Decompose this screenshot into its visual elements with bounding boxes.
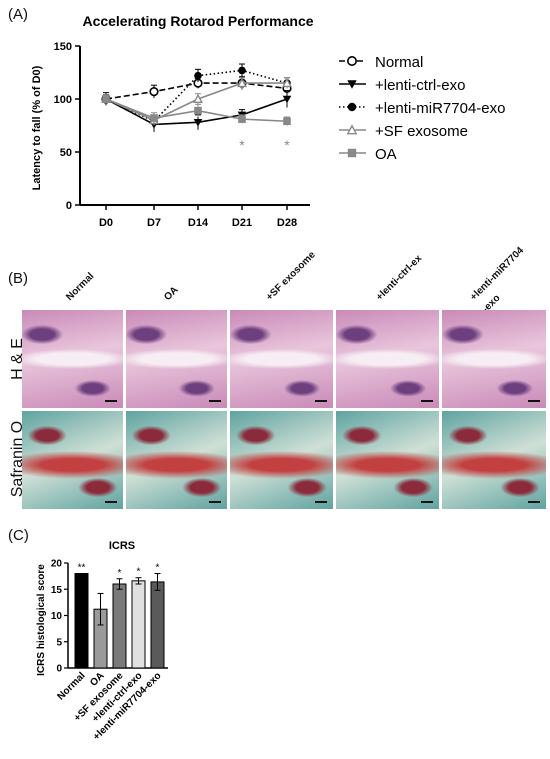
bar-5 — [150, 581, 165, 669]
legend-marker — [347, 80, 357, 89]
significance-mark: ** — [78, 563, 86, 574]
chart-a-x-tick-label: D21 — [232, 217, 252, 229]
col-label-sf-exosome: +SF exosome — [264, 249, 318, 303]
chart-c-y-tick-label: 0 — [56, 664, 62, 675]
data-point — [193, 93, 203, 104]
chart-a-y-tick-label: 150 — [54, 41, 72, 53]
legend-label: +SF exosome — [375, 123, 468, 140]
col-label-normal: Normal — [64, 270, 97, 303]
data-point — [238, 115, 246, 123]
rotarod-line-chart: Accelerating Rotarod Performance Latency… — [31, 13, 505, 229]
chart-c-y-tick-label: 20 — [51, 559, 63, 570]
significance-mark: * — [137, 567, 141, 578]
chart-a-x-tick-label: D28 — [277, 217, 297, 229]
safranin-stain-image-4 — [336, 411, 439, 509]
panel-b-label: (B) — [8, 270, 28, 287]
chart-a-title: Accelerating Rotarod Performance — [82, 13, 313, 29]
scale-bar — [421, 501, 433, 503]
significance-mark: * — [118, 568, 122, 579]
panel-a-label: (A) — [8, 6, 28, 23]
data-point — [282, 77, 292, 88]
significance-asterisk: * — [239, 137, 245, 153]
data-point — [149, 86, 159, 97]
he-stain-image-4 — [336, 310, 439, 408]
chart-c-axes: 0 5 10 15 20 — [51, 559, 168, 675]
scale-bar — [105, 501, 117, 503]
chart-c-y-tick-label: 5 — [56, 637, 62, 648]
chart-a-series: * * — [101, 63, 292, 153]
legend-entry: OA — [339, 146, 397, 163]
data-point — [194, 106, 202, 115]
legend-label: Normal — [375, 54, 423, 71]
chart-c-y-tick-label: 10 — [51, 611, 63, 622]
chart-c-x-tick-label: Normal — [55, 670, 87, 702]
scale-bar — [315, 501, 327, 503]
chart-a-x-tick-label: D14 — [188, 217, 209, 229]
legend-entry: +lenti-ctrl-exo — [339, 77, 465, 94]
chart-a-axes: 0 50 100 150 D0 D7 D14 D21 D28 — [54, 41, 310, 229]
chart-a-y-tick-label: 100 — [54, 94, 72, 106]
he-stain-image-1 — [22, 310, 123, 408]
chart-a-x-tick-label: D0 — [99, 217, 113, 229]
chart-c-y-tick-label: 15 — [51, 585, 63, 596]
scale-bar — [421, 400, 433, 402]
chart-a-y-tick-label: 0 — [66, 200, 72, 212]
legend-entry: +lenti-miR7704-exo — [339, 100, 505, 117]
legend-label: OA — [375, 146, 397, 163]
scale-bar — [528, 501, 540, 503]
col-label-lenti-ctrl: +lenti-ctrl-ex — [374, 252, 425, 303]
data-point — [102, 95, 110, 103]
bar-1 — [74, 573, 89, 669]
bar-4 — [131, 580, 146, 669]
panel-c-label: (C) — [8, 527, 29, 544]
scale-bar — [209, 400, 221, 402]
he-stain-image-3 — [230, 310, 333, 408]
safranin-stain-image-2 — [126, 411, 227, 509]
data-point — [150, 114, 158, 122]
safranin-stain-image-3 — [230, 411, 333, 509]
significance-mark: * — [156, 563, 160, 574]
series-2 — [102, 63, 291, 127]
chart-c-bars: **Normal OA*+SF exosome*+lenti-ctrl-exo*+… — [55, 563, 165, 743]
legend-label: +lenti-ctrl-exo — [375, 77, 465, 94]
chart-a-y-tick-label: 50 — [60, 147, 72, 159]
histology-panel: Normal OA +SF exosome +lenti-ctrl-ex o +… — [0, 245, 550, 520]
safranin-stain-image-1 — [22, 411, 123, 509]
chart-a-legend: Normal +lenti-ctrl-exo +lenti-miR7704-exo +… — [339, 54, 505, 163]
safranin-stain-image-5 — [442, 411, 546, 509]
legend-marker — [347, 148, 357, 158]
chart-c-title: ICRS — [109, 540, 135, 552]
significance-asterisk: * — [284, 137, 290, 153]
chart-a-ylabel: Latency to fall (% of D0) — [31, 65, 43, 190]
bar-3 — [112, 583, 127, 669]
scale-bar — [315, 400, 327, 402]
chart-c-ylabel: ICRS histological score — [36, 564, 47, 676]
data-point — [237, 77, 247, 88]
he-stain-image-2 — [126, 310, 227, 408]
chart-a-x-tick-label: D7 — [147, 217, 161, 229]
scale-bar — [209, 501, 221, 503]
legend-entry: +SF exosome — [339, 123, 468, 140]
scale-bar — [528, 400, 540, 402]
legend-marker — [346, 55, 357, 66]
legend-marker — [347, 102, 357, 112]
col-label-oa: OA — [162, 284, 181, 303]
data-point — [282, 95, 292, 104]
he-stain-image-5 — [442, 310, 546, 408]
scale-bar — [105, 400, 117, 402]
data-point — [283, 117, 291, 126]
legend-marker — [346, 124, 358, 135]
data-point — [238, 66, 246, 75]
legend-label: +lenti-miR7704-exo — [375, 100, 505, 117]
data-point — [193, 119, 203, 127]
series-4 — [102, 94, 291, 126]
data-point — [194, 71, 202, 80]
legend-entry: Normal — [339, 54, 423, 71]
